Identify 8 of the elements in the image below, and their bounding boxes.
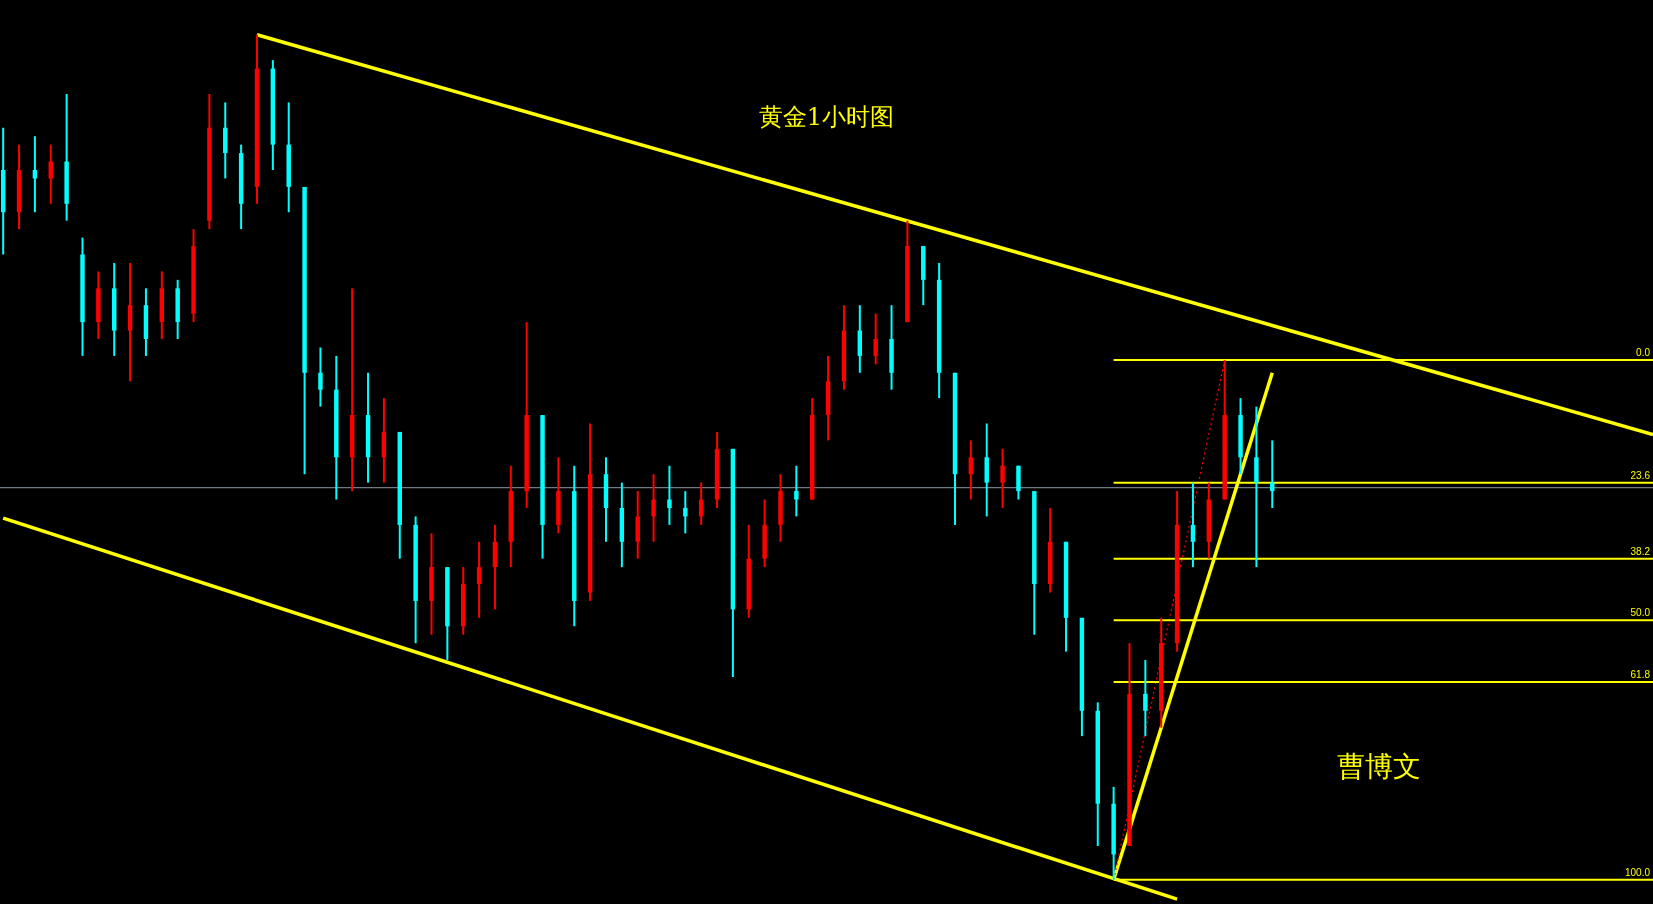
series-label: 38.2	[1630, 545, 1651, 557]
series-label: 0.0	[1636, 347, 1651, 359]
text: 黄金1小时图	[758, 102, 895, 131]
series-label: 50.0	[1630, 607, 1651, 619]
series-label: 23.6	[1630, 469, 1651, 481]
series-label: 61.8	[1630, 669, 1651, 681]
series-label: 100.0	[1624, 866, 1651, 878]
annotation: 曹博文	[1336, 749, 1421, 783]
